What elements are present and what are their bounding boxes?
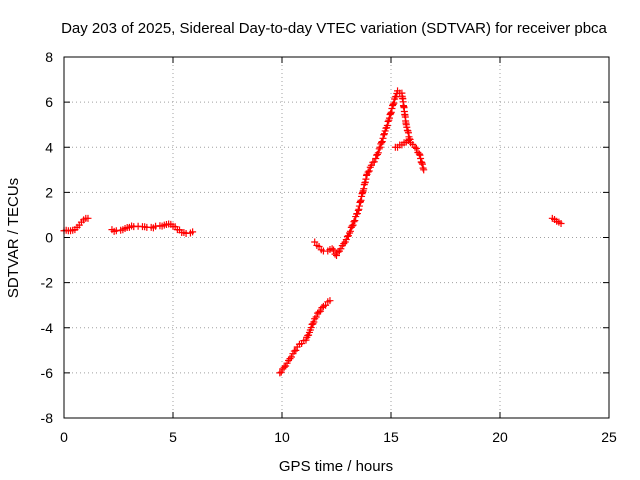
x-tick-label: 20 [492, 429, 508, 445]
data-series [60, 87, 565, 377]
x-tick-label: 15 [383, 429, 399, 445]
data-point [557, 220, 565, 228]
data-point [389, 100, 397, 108]
y-tick-label: -4 [41, 320, 54, 336]
data-point [311, 315, 319, 323]
y-tick-label: 2 [45, 184, 53, 200]
y-tick-label: 6 [45, 94, 53, 110]
data-point [276, 369, 284, 377]
data-point [420, 166, 428, 174]
data-point [315, 308, 323, 316]
data-point [411, 143, 419, 151]
data-point-dense [317, 307, 325, 315]
data-point [376, 143, 384, 151]
data-point-dense [379, 134, 387, 142]
tick-labels: 0 5 10 15 20 25 -8 -6 -4 -2 0 2 4 6 8 [41, 49, 617, 445]
y-tick-label: -6 [41, 365, 54, 381]
y-tick-label: 8 [45, 49, 53, 65]
data-point-dense [373, 150, 381, 158]
data-point-dense [292, 346, 300, 354]
data-point [404, 136, 412, 144]
x-tick-label: 5 [169, 429, 177, 445]
data-point-dense [312, 313, 320, 321]
y-axis-label: SDTVAR / TECUs [5, 178, 22, 298]
data-point-dense [364, 168, 372, 176]
data-point-dense [330, 246, 338, 254]
data-point-dense [348, 222, 356, 230]
data-point-dense [277, 368, 285, 376]
chart-title: Day 203 of 2025, Sidereal Day-to-day VTE… [61, 20, 607, 37]
data-point-dense [416, 151, 424, 159]
data-point-dense [351, 217, 359, 225]
data-point [337, 245, 345, 253]
x-tick-label: 25 [601, 429, 617, 445]
data-point-dense [378, 138, 386, 146]
data-point-dense [346, 227, 354, 235]
data-point [326, 297, 334, 305]
data-point-dense [418, 159, 426, 167]
data-point-dense [412, 144, 420, 152]
series-segment-4 [311, 87, 428, 260]
series-segment-3 [276, 297, 334, 377]
data-point [333, 252, 340, 260]
x-tick-label: 10 [274, 429, 290, 445]
data-point-dense [378, 138, 386, 146]
data-point-dense [375, 145, 383, 153]
series-segment-5 [391, 136, 412, 151]
data-point-dense [353, 210, 361, 218]
data-point [346, 229, 354, 237]
data-point-dense [318, 304, 326, 312]
data-point-dense [307, 324, 315, 332]
data-point-dense [310, 318, 318, 326]
data-point-dense [342, 236, 350, 244]
y-tick-label: 4 [45, 139, 53, 155]
data-point [84, 214, 92, 222]
data-point-dense [370, 158, 378, 166]
x-axis-label: GPS time / hours [279, 458, 393, 475]
data-point-dense [374, 149, 382, 157]
series-segment-6 [548, 214, 565, 228]
plot-area-frame [63, 56, 610, 419]
data-point-dense [286, 355, 294, 363]
y-tick-label: 0 [45, 230, 53, 246]
data-point-dense [388, 105, 396, 113]
data-point-dense [380, 131, 388, 139]
x-tick-label: 0 [60, 429, 68, 445]
y-tick-label: -8 [41, 410, 54, 426]
data-point [189, 228, 197, 236]
data-point-dense [417, 154, 425, 162]
series-segment-2 [108, 220, 197, 237]
data-point [350, 218, 358, 226]
data-point-dense [387, 109, 395, 117]
y-tick-label: -2 [41, 275, 54, 291]
data-point-dense [385, 114, 393, 122]
data-point-dense [365, 167, 373, 175]
data-point-dense [290, 347, 298, 355]
grid [64, 57, 609, 418]
data-point-dense [419, 164, 427, 172]
data-point-dense [390, 99, 398, 107]
data-point-dense [340, 240, 348, 248]
data-point-dense [287, 353, 295, 361]
data-point [372, 155, 380, 163]
data-point [280, 363, 288, 371]
data-point-dense [387, 108, 395, 116]
data-point-dense [349, 221, 357, 229]
data-point-dense [418, 160, 426, 168]
data-point-dense [384, 117, 392, 125]
data-point [415, 150, 423, 158]
data-point [328, 245, 336, 253]
data-point-dense [383, 121, 391, 129]
